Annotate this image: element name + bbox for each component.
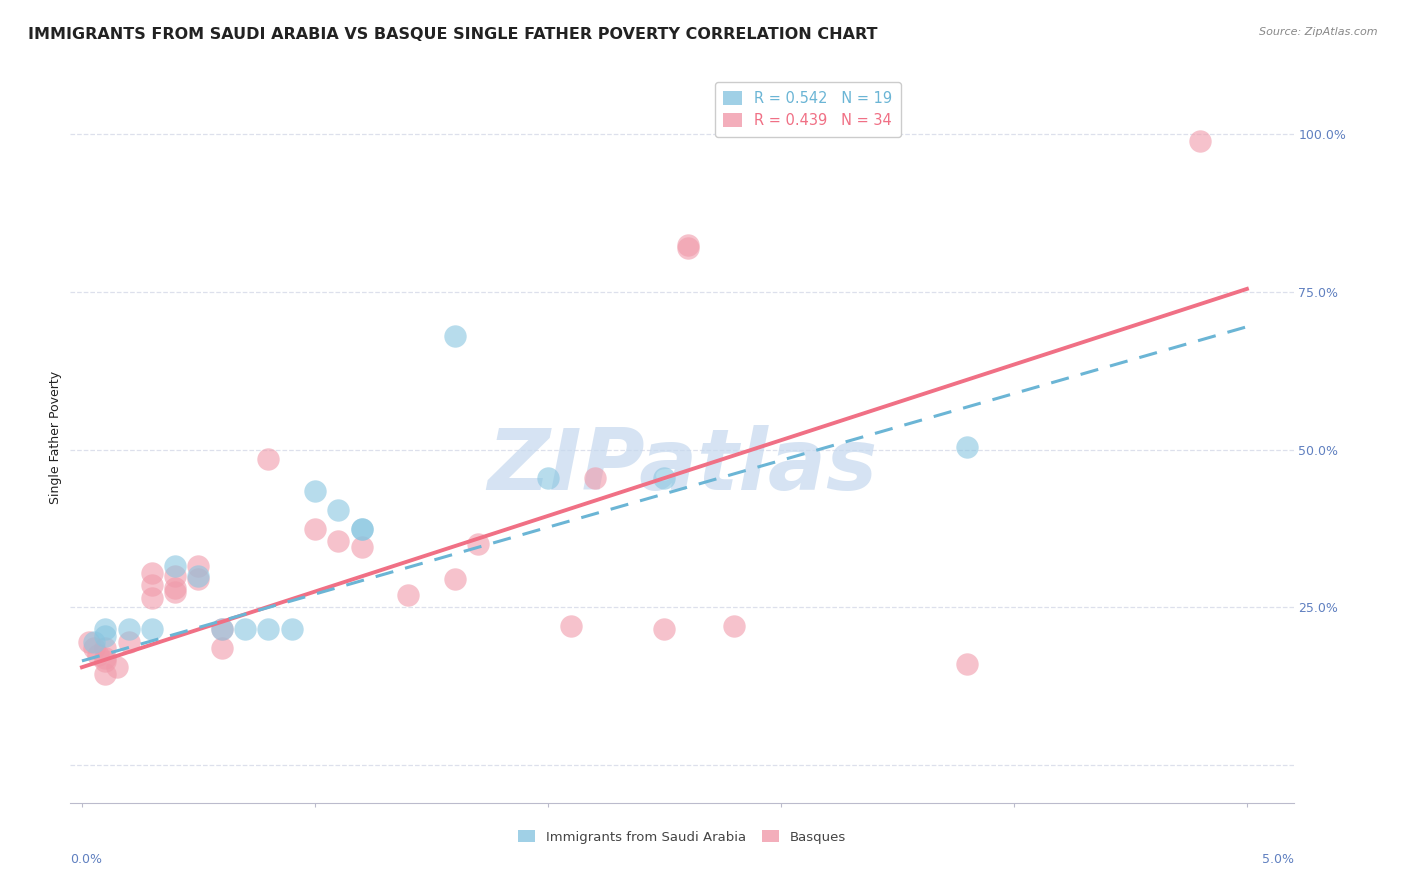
Point (77, 635, 100, 649)
Point (141, 623, 163, 637)
Point (141, 578, 163, 592)
Point (467, 537, 489, 551)
Point (350, 541, 373, 555)
Point (94, 666, 117, 681)
Point (94, 654, 117, 668)
Point (165, 559, 187, 574)
Point (1189, 134, 1212, 148)
Point (350, 521, 373, 535)
Point (87, 648, 110, 662)
Point (83, 635, 105, 649)
Point (304, 483, 326, 498)
Point (83, 641, 105, 656)
Point (654, 471, 676, 485)
Point (187, 572, 209, 586)
Point (94, 641, 117, 656)
Point (211, 623, 233, 637)
Point (257, 623, 280, 637)
Point (443, 329, 465, 343)
Point (537, 471, 560, 485)
Point (117, 635, 139, 649)
Point (304, 521, 326, 535)
Point (165, 582, 187, 596)
Point (956, 440, 979, 454)
Point (676, 241, 699, 255)
Point (187, 569, 209, 583)
Point (443, 572, 465, 586)
Point (233, 623, 256, 637)
Point (328, 502, 350, 516)
Text: Source: ZipAtlas.com: Source: ZipAtlas.com (1260, 27, 1378, 37)
Point (94, 650, 117, 665)
Point (141, 591, 163, 605)
Point (165, 584, 187, 599)
Point (560, 619, 582, 633)
Point (94, 623, 117, 637)
Point (328, 534, 350, 549)
Point (211, 641, 233, 656)
Y-axis label: Single Father Poverty: Single Father Poverty (49, 370, 62, 504)
Text: 0.0%: 0.0% (70, 853, 103, 865)
Point (676, 237, 699, 252)
Point (257, 452, 280, 467)
Point (583, 471, 606, 485)
Point (280, 623, 302, 637)
Text: IMMIGRANTS FROM SAUDI ARABIA VS BASQUE SINGLE FATHER POVERTY CORRELATION CHART: IMMIGRANTS FROM SAUDI ARABIA VS BASQUE S… (28, 27, 877, 42)
Point (723, 619, 745, 633)
Point (117, 623, 139, 637)
Point (211, 623, 233, 637)
Legend: Immigrants from Saudi Arabia, Basques: Immigrants from Saudi Arabia, Basques (513, 824, 851, 849)
Point (94, 629, 117, 643)
Point (105, 660, 128, 674)
Point (654, 623, 676, 637)
Point (396, 588, 419, 602)
Point (141, 566, 163, 580)
Point (187, 559, 209, 574)
Text: 5.0%: 5.0% (1261, 853, 1294, 865)
Point (350, 521, 373, 535)
Point (956, 657, 979, 671)
Point (165, 569, 187, 583)
Text: ZIPatlas: ZIPatlas (486, 425, 877, 508)
